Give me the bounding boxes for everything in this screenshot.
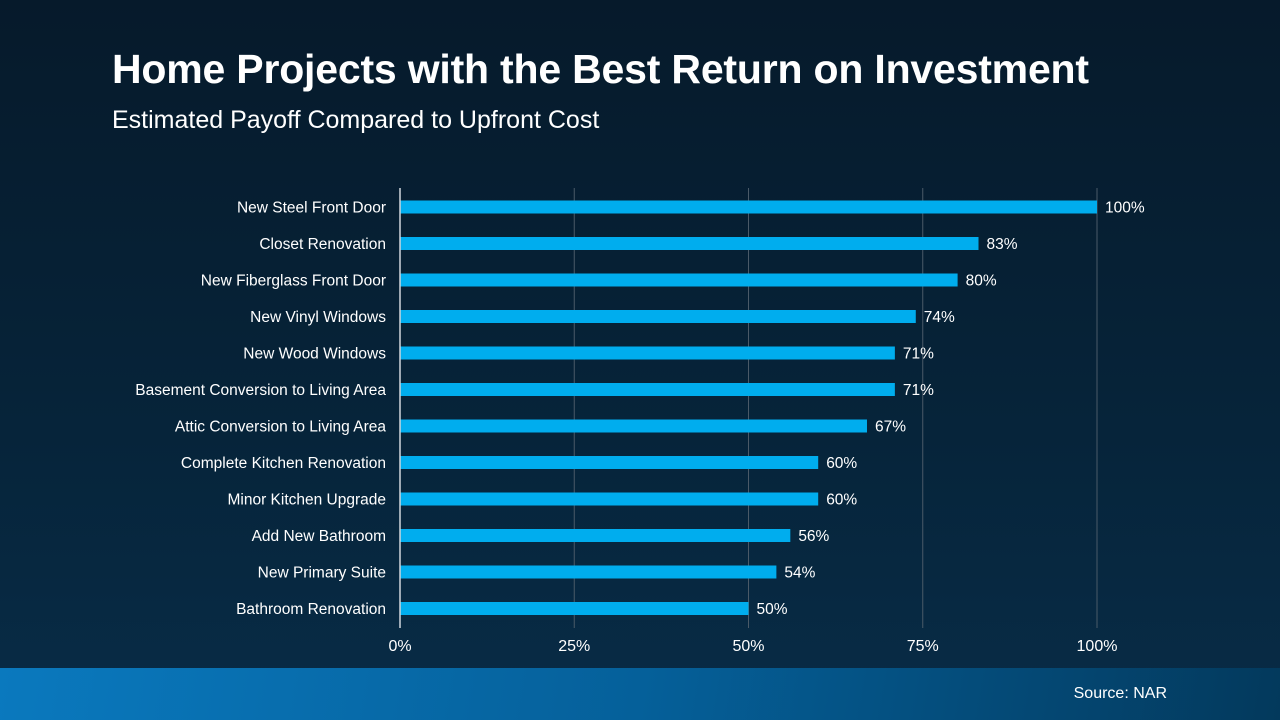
x-tick-label: 0% — [388, 638, 411, 655]
bar — [400, 383, 895, 396]
data-label: 80% — [966, 273, 997, 290]
data-label: 71% — [903, 346, 934, 363]
chart-title: Home Projects with the Best Return on In… — [112, 46, 1089, 92]
data-label: 56% — [798, 528, 829, 545]
data-label: 54% — [784, 565, 815, 582]
category-label: Add New Bathroom — [252, 528, 386, 545]
data-label: 71% — [903, 382, 934, 399]
bar — [400, 602, 749, 615]
category-label: Bathroom Renovation — [236, 601, 386, 618]
bar — [400, 529, 791, 542]
x-tick-label: 100% — [1077, 638, 1118, 655]
footer-bar: Source: NAR — [0, 668, 1280, 720]
category-label: Complete Kitchen Renovation — [181, 455, 386, 472]
data-label: 74% — [924, 309, 955, 326]
category-label: Attic Conversion to Living Area — [175, 419, 386, 436]
chart-subtitle: Estimated Payoff Compared to Upfront Cos… — [112, 106, 600, 134]
x-tick-label: 25% — [558, 638, 590, 655]
data-label: 60% — [826, 492, 857, 509]
data-label: 67% — [875, 419, 906, 436]
data-label: 100% — [1105, 200, 1145, 217]
category-label: Basement Conversion to Living Area — [135, 382, 386, 399]
bar — [400, 237, 979, 250]
x-tick-label: 75% — [907, 638, 939, 655]
data-label: 83% — [987, 236, 1018, 253]
bar — [400, 200, 1097, 214]
data-label: 50% — [757, 601, 788, 618]
category-label: New Vinyl Windows — [250, 309, 386, 326]
x-tick-label: 50% — [732, 638, 764, 655]
bar — [400, 456, 819, 469]
bar — [400, 492, 819, 506]
category-label: New Steel Front Door — [237, 200, 386, 217]
bar — [400, 346, 895, 360]
bar — [400, 310, 916, 323]
category-label: Closet Renovation — [259, 236, 386, 253]
source-label: Source: NAR — [1073, 685, 1167, 702]
bar-chart: 0% 25% 50% 75% 100% New Steel Front Door 100% C… — [135, 188, 1145, 655]
data-label: 60% — [826, 455, 857, 472]
bar — [400, 419, 867, 433]
category-label: New Fiberglass Front Door — [201, 273, 386, 290]
category-label: New Primary Suite — [258, 565, 386, 582]
category-label: Minor Kitchen Upgrade — [227, 492, 386, 509]
bar — [400, 565, 777, 579]
category-label: New Wood Windows — [243, 346, 386, 363]
bar — [400, 273, 958, 287]
